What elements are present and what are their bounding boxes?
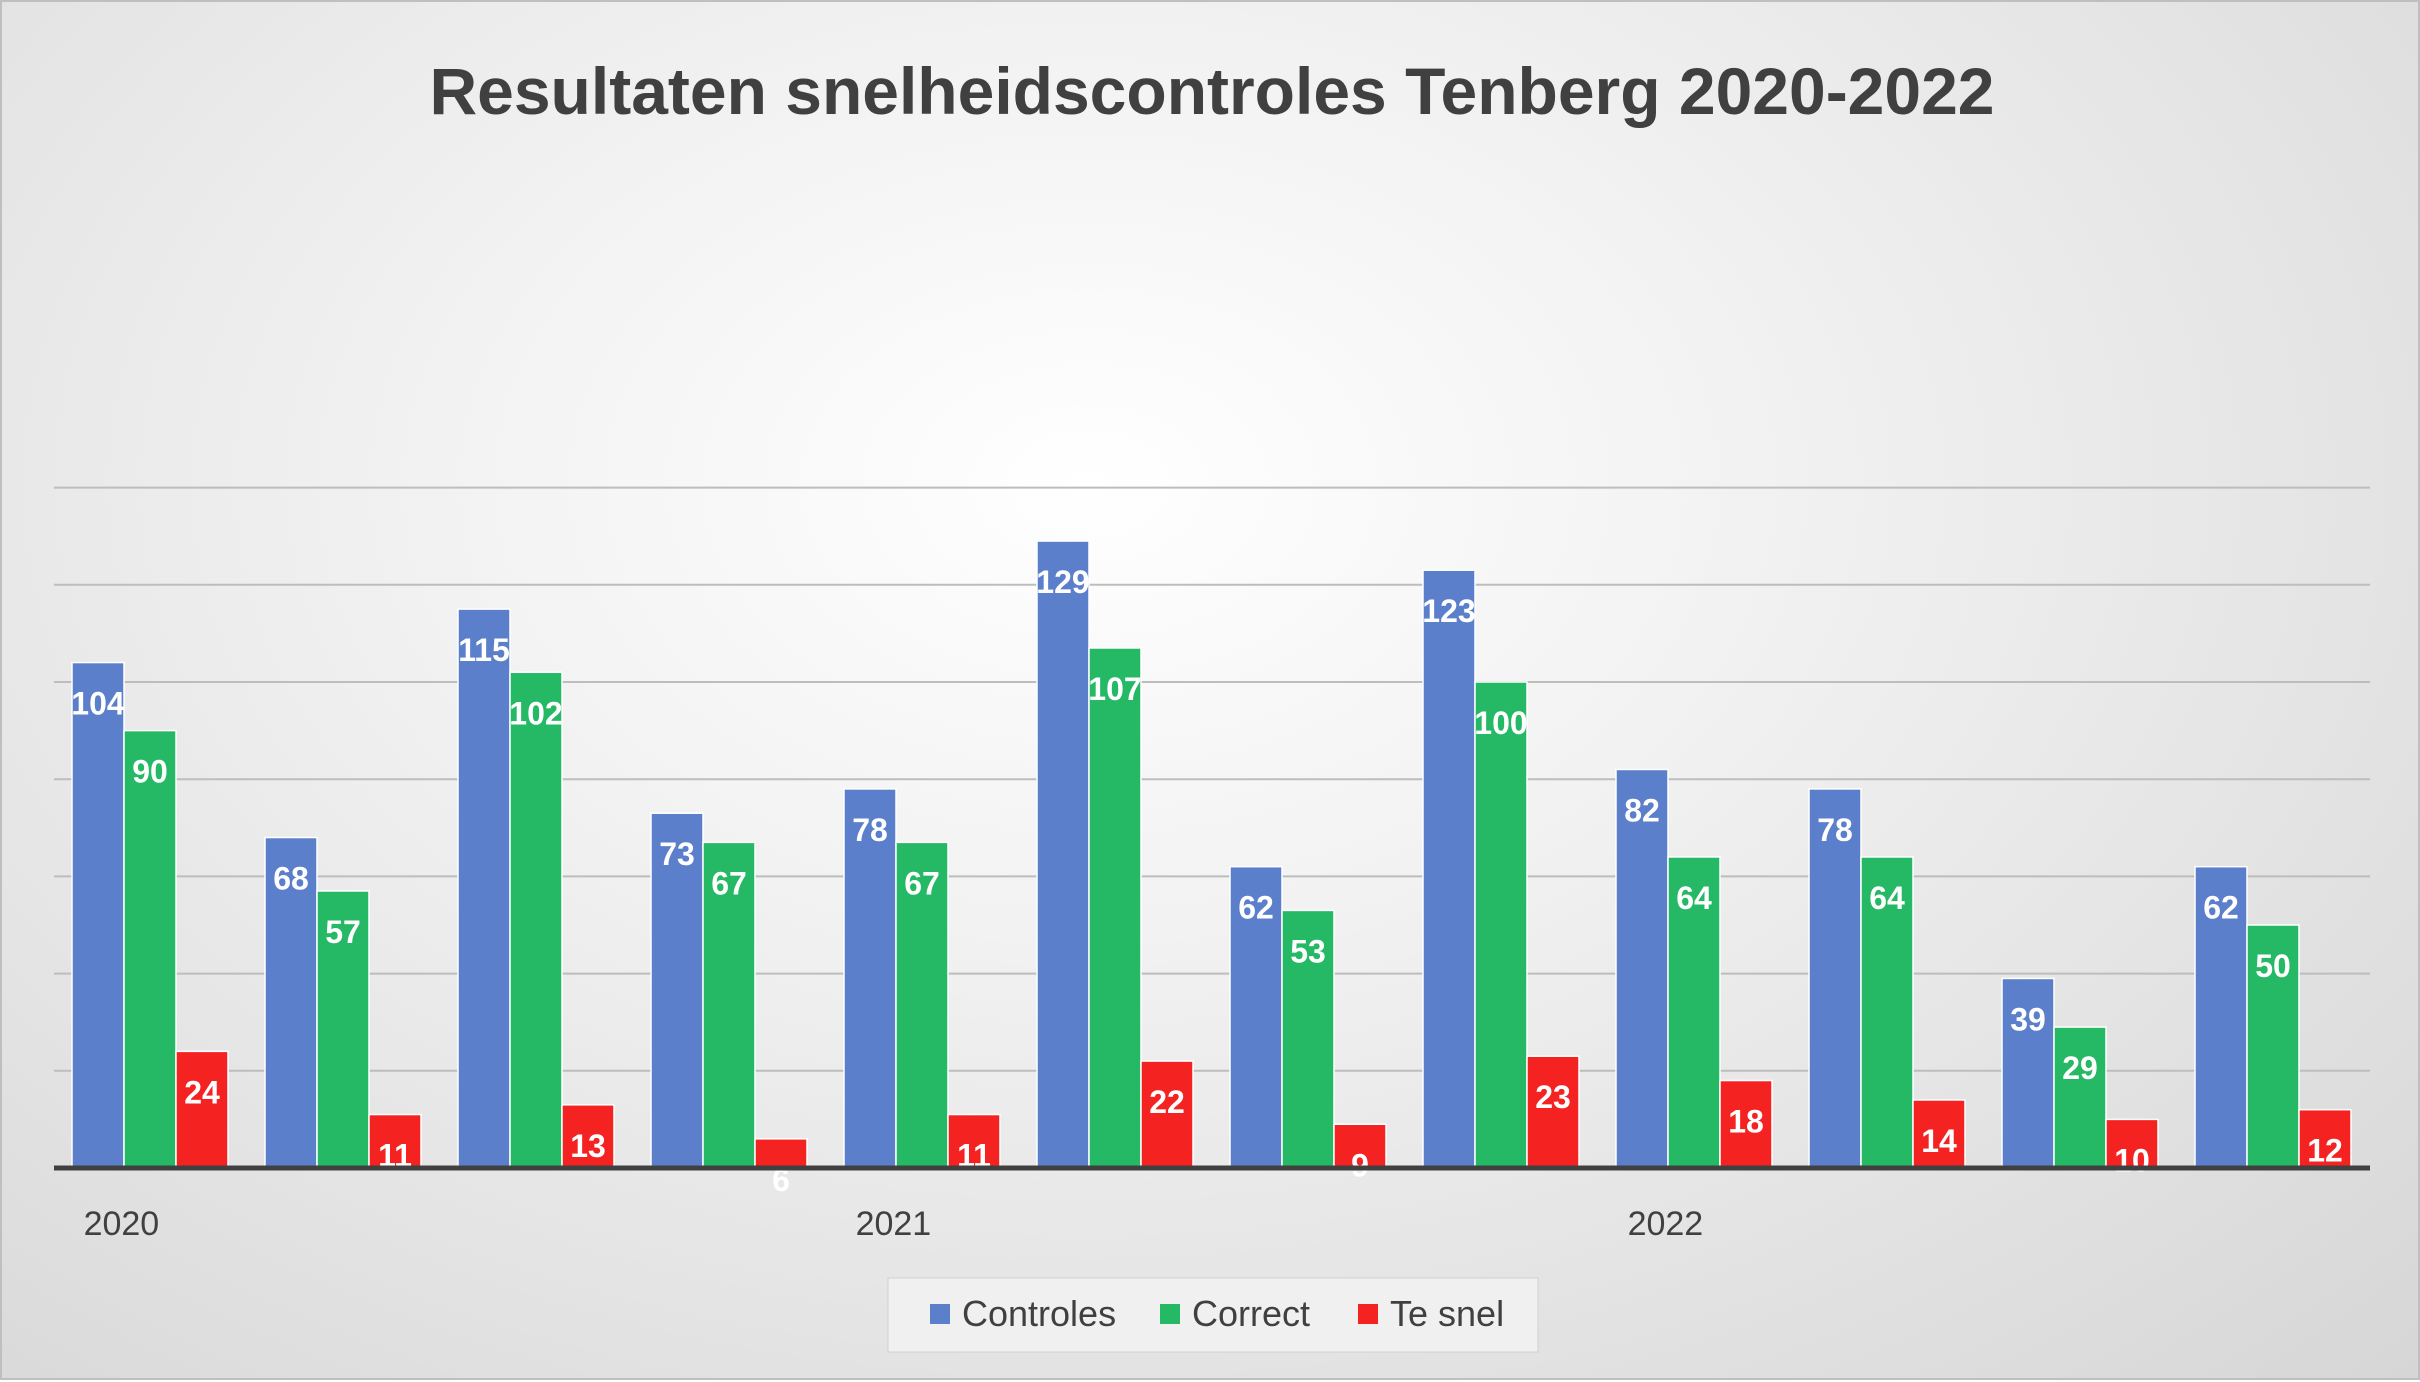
gridlines [54, 486, 2370, 1072]
bar-controles [1036, 540, 1090, 1169]
bar-controles [457, 608, 511, 1169]
data-label: 57 [325, 914, 361, 950]
data-label: 104 [71, 686, 125, 722]
bar-correct [1281, 909, 1335, 1169]
bar-controles [1808, 788, 1862, 1169]
data-label: 107 [1088, 671, 1141, 707]
bar-controles [843, 788, 897, 1169]
bar-controles [1615, 768, 1669, 1169]
bar-controles [650, 812, 704, 1169]
legend-swatch [1160, 1304, 1180, 1324]
data-label: 123 [1422, 593, 1475, 629]
legend-swatch [930, 1304, 950, 1324]
data-label: 129 [1036, 564, 1089, 600]
bar-correct [2053, 1026, 2107, 1169]
data-label: 23 [1535, 1079, 1571, 1115]
data-label: 62 [2203, 890, 2239, 926]
data-label: 29 [2062, 1050, 2098, 1086]
x-tick-label: 2021 [856, 1205, 932, 1243]
bar-te-snel [947, 1113, 1001, 1169]
legend-box [887, 1277, 1539, 1353]
data-label: 22 [1149, 1084, 1185, 1120]
bar-correct [1474, 681, 1528, 1169]
data-label: 102 [509, 695, 562, 731]
bar-correct [509, 671, 563, 1169]
legend-label: Correct [1192, 1293, 1310, 1334]
bar-correct [123, 729, 177, 1169]
data-label: 9 [1351, 1147, 1369, 1183]
data-label: 78 [1817, 812, 1853, 848]
bar-te-snel [561, 1104, 615, 1169]
data-label: 24 [184, 1074, 220, 1110]
bar-correct [895, 841, 949, 1169]
bar-correct [1667, 856, 1721, 1169]
data-label: 50 [2255, 948, 2291, 984]
bar-te-snel [754, 1138, 808, 1169]
data-label: 53 [1290, 933, 1326, 969]
data-label: 12 [2307, 1133, 2343, 1169]
bar-correct [1088, 647, 1142, 1169]
bar-correct [316, 890, 370, 1169]
data-label: 6 [772, 1162, 790, 1198]
bar-controles [1229, 865, 1283, 1169]
data-label: 100 [1474, 705, 1527, 741]
bar-te-snel [368, 1113, 422, 1169]
bar-correct [1860, 856, 1914, 1169]
bar-controles [2001, 977, 2055, 1169]
data-label: 67 [711, 865, 747, 901]
bar-controles [1422, 569, 1476, 1169]
legend-label: Controles [962, 1293, 1116, 1334]
x-tick-label: 2022 [1628, 1205, 1704, 1243]
bar-te-snel [1719, 1079, 1773, 1169]
x-axis-ticks: 2020 2021 2022 [84, 1205, 1704, 1243]
data-label: 68 [273, 861, 309, 897]
bars [71, 540, 2352, 1169]
data-label: 64 [1869, 880, 1905, 916]
bar-correct [2246, 924, 2300, 1169]
data-label: 18 [1728, 1104, 1764, 1140]
legend: Controles Correct Te snel [887, 1277, 1539, 1353]
data-label: 67 [904, 865, 940, 901]
legend-swatch [1358, 1304, 1378, 1324]
legend-label: Te snel [1390, 1293, 1504, 1334]
data-label: 78 [852, 812, 888, 848]
data-label: 39 [2010, 1001, 2046, 1037]
data-label: 14 [1921, 1123, 1957, 1159]
data-label: 64 [1676, 880, 1712, 916]
data-label: 82 [1624, 792, 1660, 828]
data-label: 115 [458, 632, 510, 668]
data-label: 73 [659, 836, 695, 872]
data-label: 90 [132, 754, 168, 790]
data-label: 62 [1238, 890, 1274, 926]
bar-te-snel [175, 1050, 229, 1169]
data-label: 10 [2114, 1142, 2150, 1178]
x-tick-label: 2020 [84, 1205, 160, 1243]
data-label: 13 [570, 1128, 606, 1164]
chart-title: Resultaten snelheidscontroles Tenberg 20… [429, 54, 1994, 128]
bar-controles [71, 661, 125, 1169]
